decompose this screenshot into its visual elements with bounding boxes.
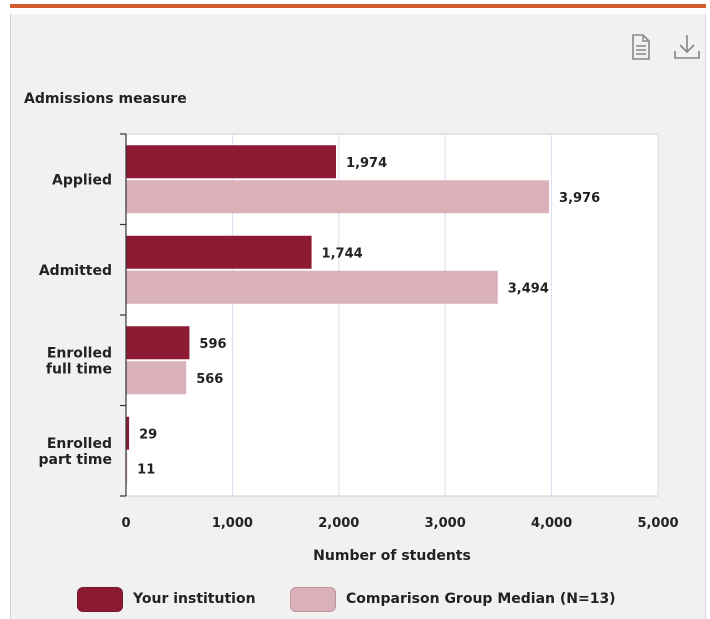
bar-comparison-median [126, 361, 187, 395]
bar-value-label: 3,976 [559, 191, 600, 206]
y-category-label: full time [46, 361, 112, 377]
download-icon[interactable] [670, 32, 704, 62]
legend-label-comparison-median: Comparison Group Median (N=13) [346, 591, 616, 607]
bars: 1,974 3,976 1,744 3,494 596 566 29 11 [126, 145, 600, 485]
bar-value-label: 596 [199, 337, 226, 352]
y-category-label: part time [38, 452, 112, 468]
bar-comparison-median [126, 270, 498, 304]
bar-value-label: 1,974 [346, 156, 387, 171]
document-icon[interactable] [628, 32, 654, 62]
chart-legend: Your institution Comparison Group Median… [0, 584, 710, 614]
bar-value-label: 11 [137, 462, 155, 477]
x-tick-label: 2,000 [318, 516, 359, 531]
bar-your-institution [126, 326, 190, 360]
x-tick-label: 1,000 [212, 516, 253, 531]
y-category-label: Admitted [39, 263, 112, 279]
bar-your-institution [126, 416, 130, 450]
x-tick-label: 3,000 [425, 516, 466, 531]
top-accent-rule [10, 4, 706, 8]
x-tick-label: 5,000 [637, 516, 678, 531]
y-category-label: Enrolled [47, 345, 112, 361]
legend-swatch-your-institution [77, 586, 123, 612]
bar-value-label: 566 [196, 372, 223, 387]
bar-value-label: 29 [139, 427, 157, 442]
y-category-label: Enrolled [47, 436, 112, 452]
x-tick-label: 0 [121, 516, 130, 531]
legend-item-your-institution[interactable]: Your institution [77, 584, 256, 614]
bar-value-label: 1,744 [322, 246, 363, 261]
legend-swatch-comparison-median [290, 586, 336, 612]
legend-label-your-institution: Your institution [133, 591, 256, 607]
bar-your-institution [126, 235, 312, 269]
bar-comparison-median [126, 180, 550, 214]
legend-item-comparison-median[interactable]: Comparison Group Median (N=13) [290, 584, 616, 614]
x-axis-title: Number of students [313, 548, 471, 564]
chart-title: Admissions measure [24, 91, 187, 107]
y-category-label: Applied [52, 172, 112, 188]
axes: 0 1,000 2,000 3,000 4,000 5,000 Applied Admitte… [38, 133, 679, 531]
x-tick-label: 4,000 [531, 516, 572, 531]
bar-chart: Admissions measure 1,974 3,976 1,744 3,494 5… [24, 91, 679, 564]
bar-value-label: 3,494 [508, 281, 549, 296]
bar-your-institution [126, 145, 337, 179]
